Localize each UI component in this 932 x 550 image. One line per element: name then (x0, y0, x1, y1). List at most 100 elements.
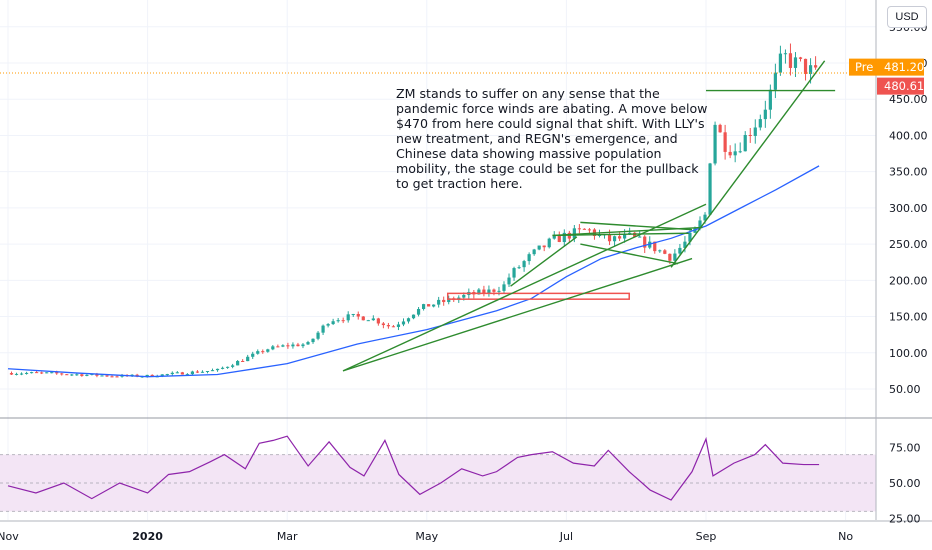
trendline (342, 203, 707, 372)
candle-body (401, 321, 406, 325)
candle (9, 371, 14, 375)
candle-body (617, 236, 622, 239)
candle-body (447, 298, 451, 303)
candle-body (205, 371, 210, 373)
candle (487, 285, 491, 297)
candle-body (733, 151, 737, 156)
candle (442, 296, 446, 306)
candle (210, 368, 215, 372)
candle (24, 371, 29, 375)
candle-body (507, 277, 511, 285)
x-tick-label: Mar (277, 530, 298, 543)
candle (492, 288, 496, 296)
candle (376, 317, 380, 326)
candle-body (220, 367, 225, 369)
candle-body (331, 321, 335, 325)
candle-body (321, 325, 325, 333)
y-tick-label: 250.00 (889, 238, 928, 251)
candle-body (552, 235, 556, 239)
resistance-box (446, 292, 630, 300)
candle-body (572, 228, 576, 239)
candle (773, 63, 777, 99)
candle-body (251, 353, 255, 357)
candle (718, 123, 722, 133)
candle-body (266, 349, 270, 352)
candle (175, 371, 179, 374)
candle-body (728, 151, 732, 156)
candle-body (170, 372, 174, 375)
candle (281, 344, 285, 348)
candle (236, 360, 240, 366)
x-tick-label: Sep (696, 530, 717, 543)
candle (421, 303, 426, 311)
candle (180, 371, 184, 375)
candle (758, 114, 762, 131)
candle (35, 370, 39, 374)
rsi-y-tick-label: 25.00 (889, 513, 921, 526)
candle (612, 235, 617, 247)
candle-body (65, 374, 69, 376)
candle-body (391, 326, 396, 328)
candle (537, 245, 541, 251)
candle-body (432, 304, 436, 307)
candle (85, 374, 89, 377)
x-tick-label: May (415, 530, 438, 543)
candle-body (713, 124, 717, 164)
candle (396, 321, 401, 331)
y-tick-label: 400.00 (889, 129, 928, 142)
candle (427, 304, 431, 307)
candle (798, 56, 803, 62)
candle (371, 315, 375, 321)
candle (803, 58, 808, 81)
candle-body (738, 151, 742, 153)
candle (386, 322, 391, 329)
candle (381, 322, 385, 329)
candle (361, 316, 365, 321)
candle (723, 124, 727, 160)
candle (783, 49, 788, 64)
candle-body (788, 53, 793, 68)
candle-body (60, 373, 64, 375)
trendline (670, 60, 826, 268)
candle-body (200, 371, 205, 373)
candle-body (768, 89, 772, 110)
candle (225, 366, 230, 369)
candle-body (577, 228, 581, 230)
candle-body (14, 373, 19, 375)
candle (110, 375, 114, 378)
candle-body (231, 365, 235, 367)
candle (663, 249, 667, 255)
candle-body (261, 351, 265, 353)
candle-body (406, 318, 411, 322)
candle-body (341, 320, 345, 322)
candle (271, 344, 275, 351)
candle-body (50, 372, 54, 374)
candle-body (703, 214, 707, 221)
x-tick-label: Jul (559, 530, 573, 543)
candle-body (356, 313, 360, 317)
pre-value: 481.20 (884, 60, 924, 74)
grid-lines (0, 0, 876, 520)
candle-body (527, 254, 531, 262)
candle-body (210, 370, 215, 372)
candle-body (723, 132, 727, 152)
candle-body (45, 372, 49, 374)
candle-body (803, 58, 808, 74)
x-tick-label: No (838, 530, 853, 543)
candle-body (462, 294, 466, 298)
candle-body (442, 299, 446, 303)
candle (341, 317, 345, 324)
currency-button[interactable]: USD (887, 6, 927, 28)
candle-body (607, 234, 612, 242)
candle (100, 375, 104, 377)
candle-body (753, 127, 757, 136)
candle (713, 121, 717, 166)
candle-body (643, 236, 647, 248)
candle-body (386, 325, 391, 327)
pre-label: Pre (855, 60, 873, 74)
candle-body (477, 289, 481, 295)
y-tick-label: 100.00 (889, 347, 928, 360)
candle-body (793, 57, 798, 68)
candle-body (225, 366, 230, 368)
